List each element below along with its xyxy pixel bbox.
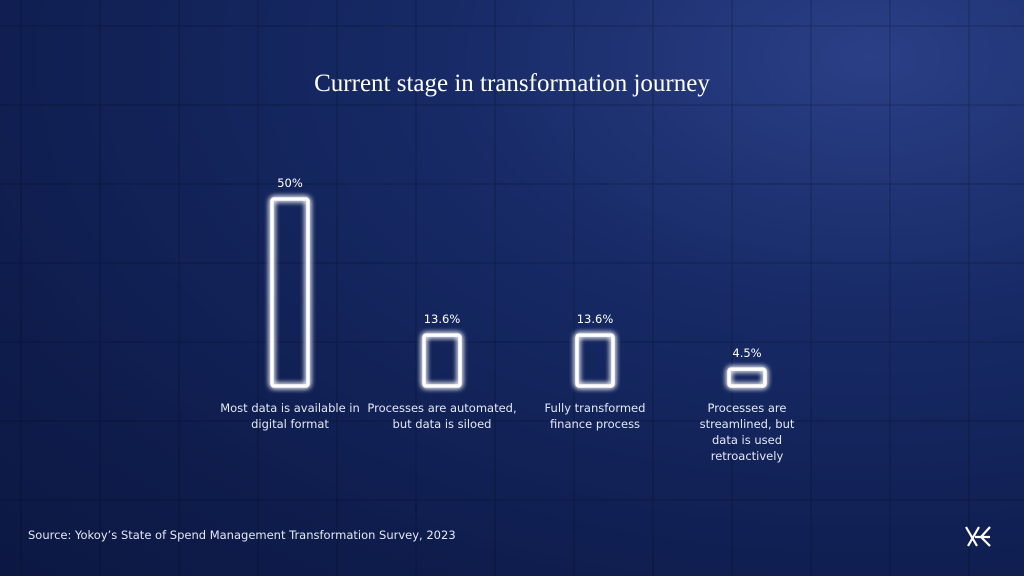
bar (575, 333, 615, 388)
chart-title: Current stage in transformation journey (314, 70, 710, 97)
value-label: 13.6% (424, 312, 461, 326)
value-label: 13.6% (577, 312, 614, 326)
bar (422, 333, 462, 388)
value-label: 50% (277, 176, 303, 190)
bar (727, 367, 767, 388)
source-note: Source: Yokoy’s State of Spend Managemen… (28, 528, 456, 542)
bar (270, 197, 310, 388)
category-label: Most data is available in digital format (220, 401, 360, 431)
category-label: Processes are automated, but data is sil… (367, 401, 517, 431)
logo (965, 526, 991, 547)
category-label: Fully transformed finance process (544, 401, 646, 431)
category-label: Processes are streamlined, but data is u… (699, 401, 795, 463)
value-label: 4.5% (732, 346, 761, 360)
